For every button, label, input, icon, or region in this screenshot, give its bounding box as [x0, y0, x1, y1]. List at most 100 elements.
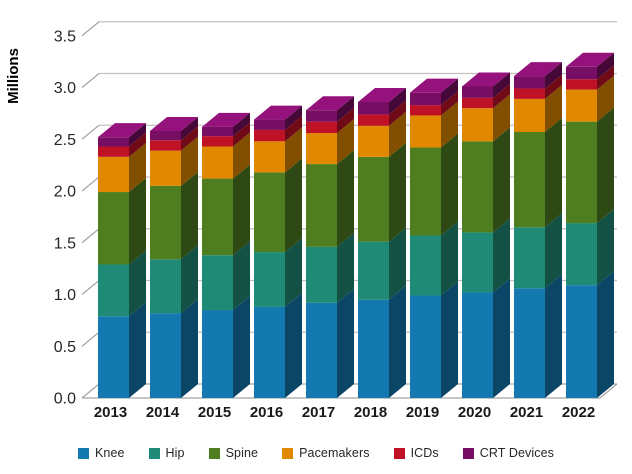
bar-segment-front-spine [566, 121, 597, 224]
bar-segment-front-pacemakers [358, 125, 389, 157]
bar-segment-side-spine [597, 107, 614, 224]
bar-segment-side-crt-devices [129, 123, 146, 147]
bar-segment-side-hip [389, 227, 406, 300]
bar-segment-front-icds [306, 121, 337, 134]
legend-swatch [148, 447, 160, 459]
legend-label: ICDs [410, 446, 439, 460]
bar-segment-side-icds [233, 122, 250, 147]
floor-right-edge [599, 383, 618, 399]
bar-segment-side-spine [337, 150, 354, 247]
axis-tick-connector [81, 228, 100, 244]
bar-segment-front-icds [566, 79, 597, 90]
bar-segment-front-knee [462, 292, 493, 398]
axis-tick-connector [81, 73, 100, 88]
x-axis-tick-label: 2018 [354, 404, 387, 421]
bar-segment-side-pacemakers [181, 136, 198, 186]
bar-segment-front-spine [202, 178, 233, 256]
bar-segment-side-crt-devices [233, 112, 250, 137]
bar-top-face [306, 96, 354, 111]
bar-segment-front-knee [98, 316, 129, 398]
bar-segment-front-crt-devices [98, 137, 129, 147]
bar-segment-front-hip [410, 235, 441, 296]
y-axis-tick-label: 3.0 [54, 80, 76, 97]
bar-top-face [150, 116, 198, 131]
bar-segment-front-crt-devices [358, 101, 389, 115]
bar-segment-front-hip [254, 252, 285, 307]
bar-segment-front-crt-devices [566, 66, 597, 80]
legend-swatch [393, 447, 405, 459]
bar-top-face [98, 123, 146, 138]
bar-segment-side-spine [129, 178, 146, 265]
bar-segment-side-spine [389, 142, 406, 242]
x-axis-tick-label: 2020 [458, 404, 491, 421]
bar-segment-front-knee [514, 288, 545, 398]
bar-segment-front-pacemakers [254, 141, 285, 173]
x-axis-tick-label: 2022 [562, 404, 595, 421]
y-axis-title: Millions [5, 48, 22, 104]
bar-segment-front-icds [514, 88, 545, 99]
bar-segment-side-hip [337, 232, 354, 303]
bar-segment-front-crt-devices [150, 130, 181, 141]
y-axis-tick-label: 0.5 [54, 339, 76, 356]
bar-segment-side-knee [545, 274, 562, 398]
bar-segment-side-spine [233, 164, 250, 256]
x-axis-tick-label: 2016 [250, 404, 283, 421]
bar-segment-front-spine [410, 147, 441, 236]
bar-segment-side-knee [233, 296, 250, 398]
bar-segment-side-crt-devices [389, 87, 406, 115]
bar-segment-front-crt-devices [514, 76, 545, 89]
bar-segment-front-knee [358, 299, 389, 398]
bar-segment-front-crt-devices [306, 110, 337, 122]
bar-segment-side-icds [389, 100, 406, 126]
bar-segment-side-pacemakers [493, 94, 510, 142]
axis-tick-connector [81, 331, 100, 347]
bar-segment-front-knee [254, 306, 285, 398]
bar-segment-front-pacemakers [566, 89, 597, 122]
legend-swatch [282, 447, 294, 459]
bar-segment-front-spine [358, 156, 389, 242]
bar-segment-side-pacemakers [285, 127, 302, 173]
bar-segment-side-hip [233, 241, 250, 311]
bar-segment-front-pacemakers [514, 98, 545, 133]
bar-segment-front-pacemakers [410, 115, 441, 148]
bar-segment-side-pacemakers [597, 75, 614, 122]
bar-top-face [254, 105, 302, 120]
bar-segment-front-spine [306, 164, 337, 247]
legend-swatch [77, 447, 89, 459]
axis-tick-connector [81, 124, 100, 140]
bar-segment-front-hip [306, 246, 337, 303]
bar-top-face [202, 112, 250, 127]
legend-label: CRT Devices [479, 446, 555, 460]
bar-segment-side-knee [441, 281, 458, 398]
bar-segment-side-hip [597, 209, 614, 286]
bar-segment-side-pacemakers [337, 119, 354, 165]
bar-segment-side-crt-devices [441, 78, 458, 106]
bar-segment-front-spine [150, 185, 181, 260]
axis-tick-connector [81, 176, 100, 192]
bar-segment-side-icds [493, 83, 510, 109]
bar-segment-side-hip [181, 245, 198, 314]
bar-segment-side-icds [337, 107, 354, 134]
bar-segment-side-spine [441, 133, 458, 236]
bar-segment-front-icds [254, 129, 285, 142]
legend-label: Spine [225, 446, 259, 460]
bar-segment-side-knee [337, 288, 354, 398]
legend-item-spine: Spine [208, 446, 259, 460]
bar-segment-side-hip [493, 218, 510, 293]
bar-segment-front-knee [566, 285, 597, 398]
bar-segment-side-hip [129, 250, 146, 317]
x-axis-tick-label: 2014 [146, 404, 180, 421]
chart-legend: Knee Hip Spine Pacemakers ICDs CRT Devices [0, 438, 632, 468]
bar-segment-side-knee [493, 278, 510, 398]
y-axis-tick-label: 3.5 [54, 28, 76, 45]
bar-segment-side-pacemakers [233, 132, 250, 179]
bar-segment-front-icds [410, 105, 441, 116]
x-axis-tick-label: 2013 [94, 404, 127, 421]
bar-top-face [358, 87, 406, 102]
bar-segment-front-spine [462, 141, 493, 233]
bar-segment-front-icds [150, 140, 181, 151]
y-axis-tick-label: 1.0 [54, 287, 76, 304]
bar-segment-side-hip [441, 221, 458, 296]
axis-tick-connector [81, 280, 100, 295]
